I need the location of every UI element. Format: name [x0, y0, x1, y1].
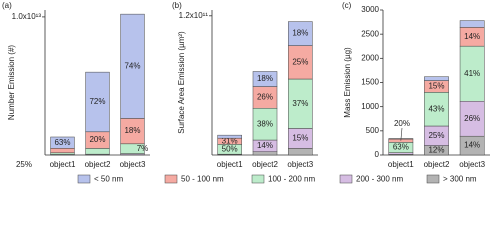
x-tick-label: object3 — [459, 160, 485, 169]
percent-label: 72% — [89, 97, 105, 106]
percent-label: 25% — [292, 57, 308, 66]
percent-label: 18% — [292, 29, 308, 38]
percent-label: 14% — [464, 141, 480, 150]
percent-label: 31% — [222, 136, 238, 145]
bar-segment — [50, 148, 75, 154]
y-tick-label: 3000 — [361, 5, 379, 14]
x-tick-label: object1 — [50, 160, 76, 169]
x-tick-label: object2 — [252, 160, 278, 169]
percent-label: 43% — [428, 104, 444, 113]
percent-label: 20% — [89, 135, 105, 144]
percent-label: 25% — [16, 160, 32, 169]
bar-segment — [85, 148, 110, 155]
percent-label: 63% — [393, 143, 409, 152]
panel-label: (b) — [172, 1, 182, 10]
percent-label: 20% — [394, 119, 410, 128]
percent-label: 15% — [428, 82, 444, 91]
legend-label: > 300 nm — [443, 175, 477, 184]
x-tick-label: object1 — [388, 160, 414, 169]
panel-label: (a) — [2, 1, 12, 10]
bar-segment — [217, 134, 242, 139]
panel-label: (c) — [342, 1, 352, 10]
legend-swatch — [339, 174, 353, 184]
percent-label: 37% — [292, 99, 308, 108]
y-tick-label: 1.2x10¹¹ — [179, 11, 209, 20]
bar-segment — [288, 148, 313, 156]
percent-label: 12% — [428, 145, 444, 154]
x-tick-label: object3 — [120, 160, 146, 169]
legend-label: 50 - 100 nm — [181, 175, 224, 184]
bar-segment — [459, 45, 485, 102]
legend-label: 100 - 200 nm — [268, 175, 315, 184]
y-tick-label: 2000 — [361, 53, 379, 62]
y-tick-label: 1.0x10¹³ — [12, 12, 42, 21]
bar-segment — [120, 13, 145, 119]
percent-label: 26% — [464, 114, 480, 123]
x-tick-label: object3 — [287, 160, 313, 169]
y-axis-title: Mass Emission (µg) — [343, 47, 352, 118]
percent-label: 18% — [257, 74, 273, 83]
x-tick-label: object1 — [217, 160, 243, 169]
bar-segment — [50, 136, 75, 149]
legend-label: 200 - 300 nm — [356, 175, 403, 184]
percent-label: 74% — [124, 61, 140, 70]
bar-segment — [424, 76, 449, 81]
figure: 1.0x10¹³ Number Emission (#) (a) object1 25%… — [2, 1, 490, 184]
percent-label: 50% — [222, 144, 238, 153]
legend-swatch — [251, 174, 265, 184]
bar-segment — [288, 21, 313, 46]
x-tick-label: object2 — [85, 160, 111, 169]
percent-label: 25% — [428, 131, 444, 140]
percent-label: 14% — [464, 32, 480, 41]
percent-label: 38% — [257, 119, 273, 128]
percent-label: 15% — [292, 134, 308, 143]
y-axis-title: Number Emission (#) — [7, 45, 16, 120]
bar-segment — [424, 92, 449, 127]
percent-label: 41% — [464, 69, 480, 78]
bar-segment — [252, 71, 278, 87]
y-tick-label: 2500 — [361, 29, 379, 38]
y-tick-label: 0 — [375, 150, 380, 159]
legend-label: < 50 nm — [94, 175, 123, 184]
percent-label: 26% — [257, 93, 273, 102]
legend-swatch — [164, 174, 178, 184]
percent-label: 7% — [137, 144, 149, 153]
percent-label: 18% — [124, 126, 140, 135]
legend-swatch — [77, 174, 91, 184]
x-tick-label: object2 — [424, 160, 450, 169]
legend-swatch — [426, 174, 440, 184]
bar-segment — [252, 108, 278, 141]
bar-segment — [459, 20, 485, 28]
bar-segment — [288, 45, 313, 80]
y-tick-label: 500 — [366, 126, 380, 135]
y-axis-title: Surface Area Emission (µm²) — [177, 31, 186, 134]
bar-segment — [288, 78, 313, 129]
percent-label: 14% — [257, 141, 273, 150]
y-tick-label: 1000 — [361, 102, 379, 111]
percent-label: 63% — [54, 138, 70, 147]
bar-segment — [85, 71, 110, 133]
y-tick-label: 1500 — [361, 78, 379, 87]
bar-segment — [252, 151, 278, 156]
